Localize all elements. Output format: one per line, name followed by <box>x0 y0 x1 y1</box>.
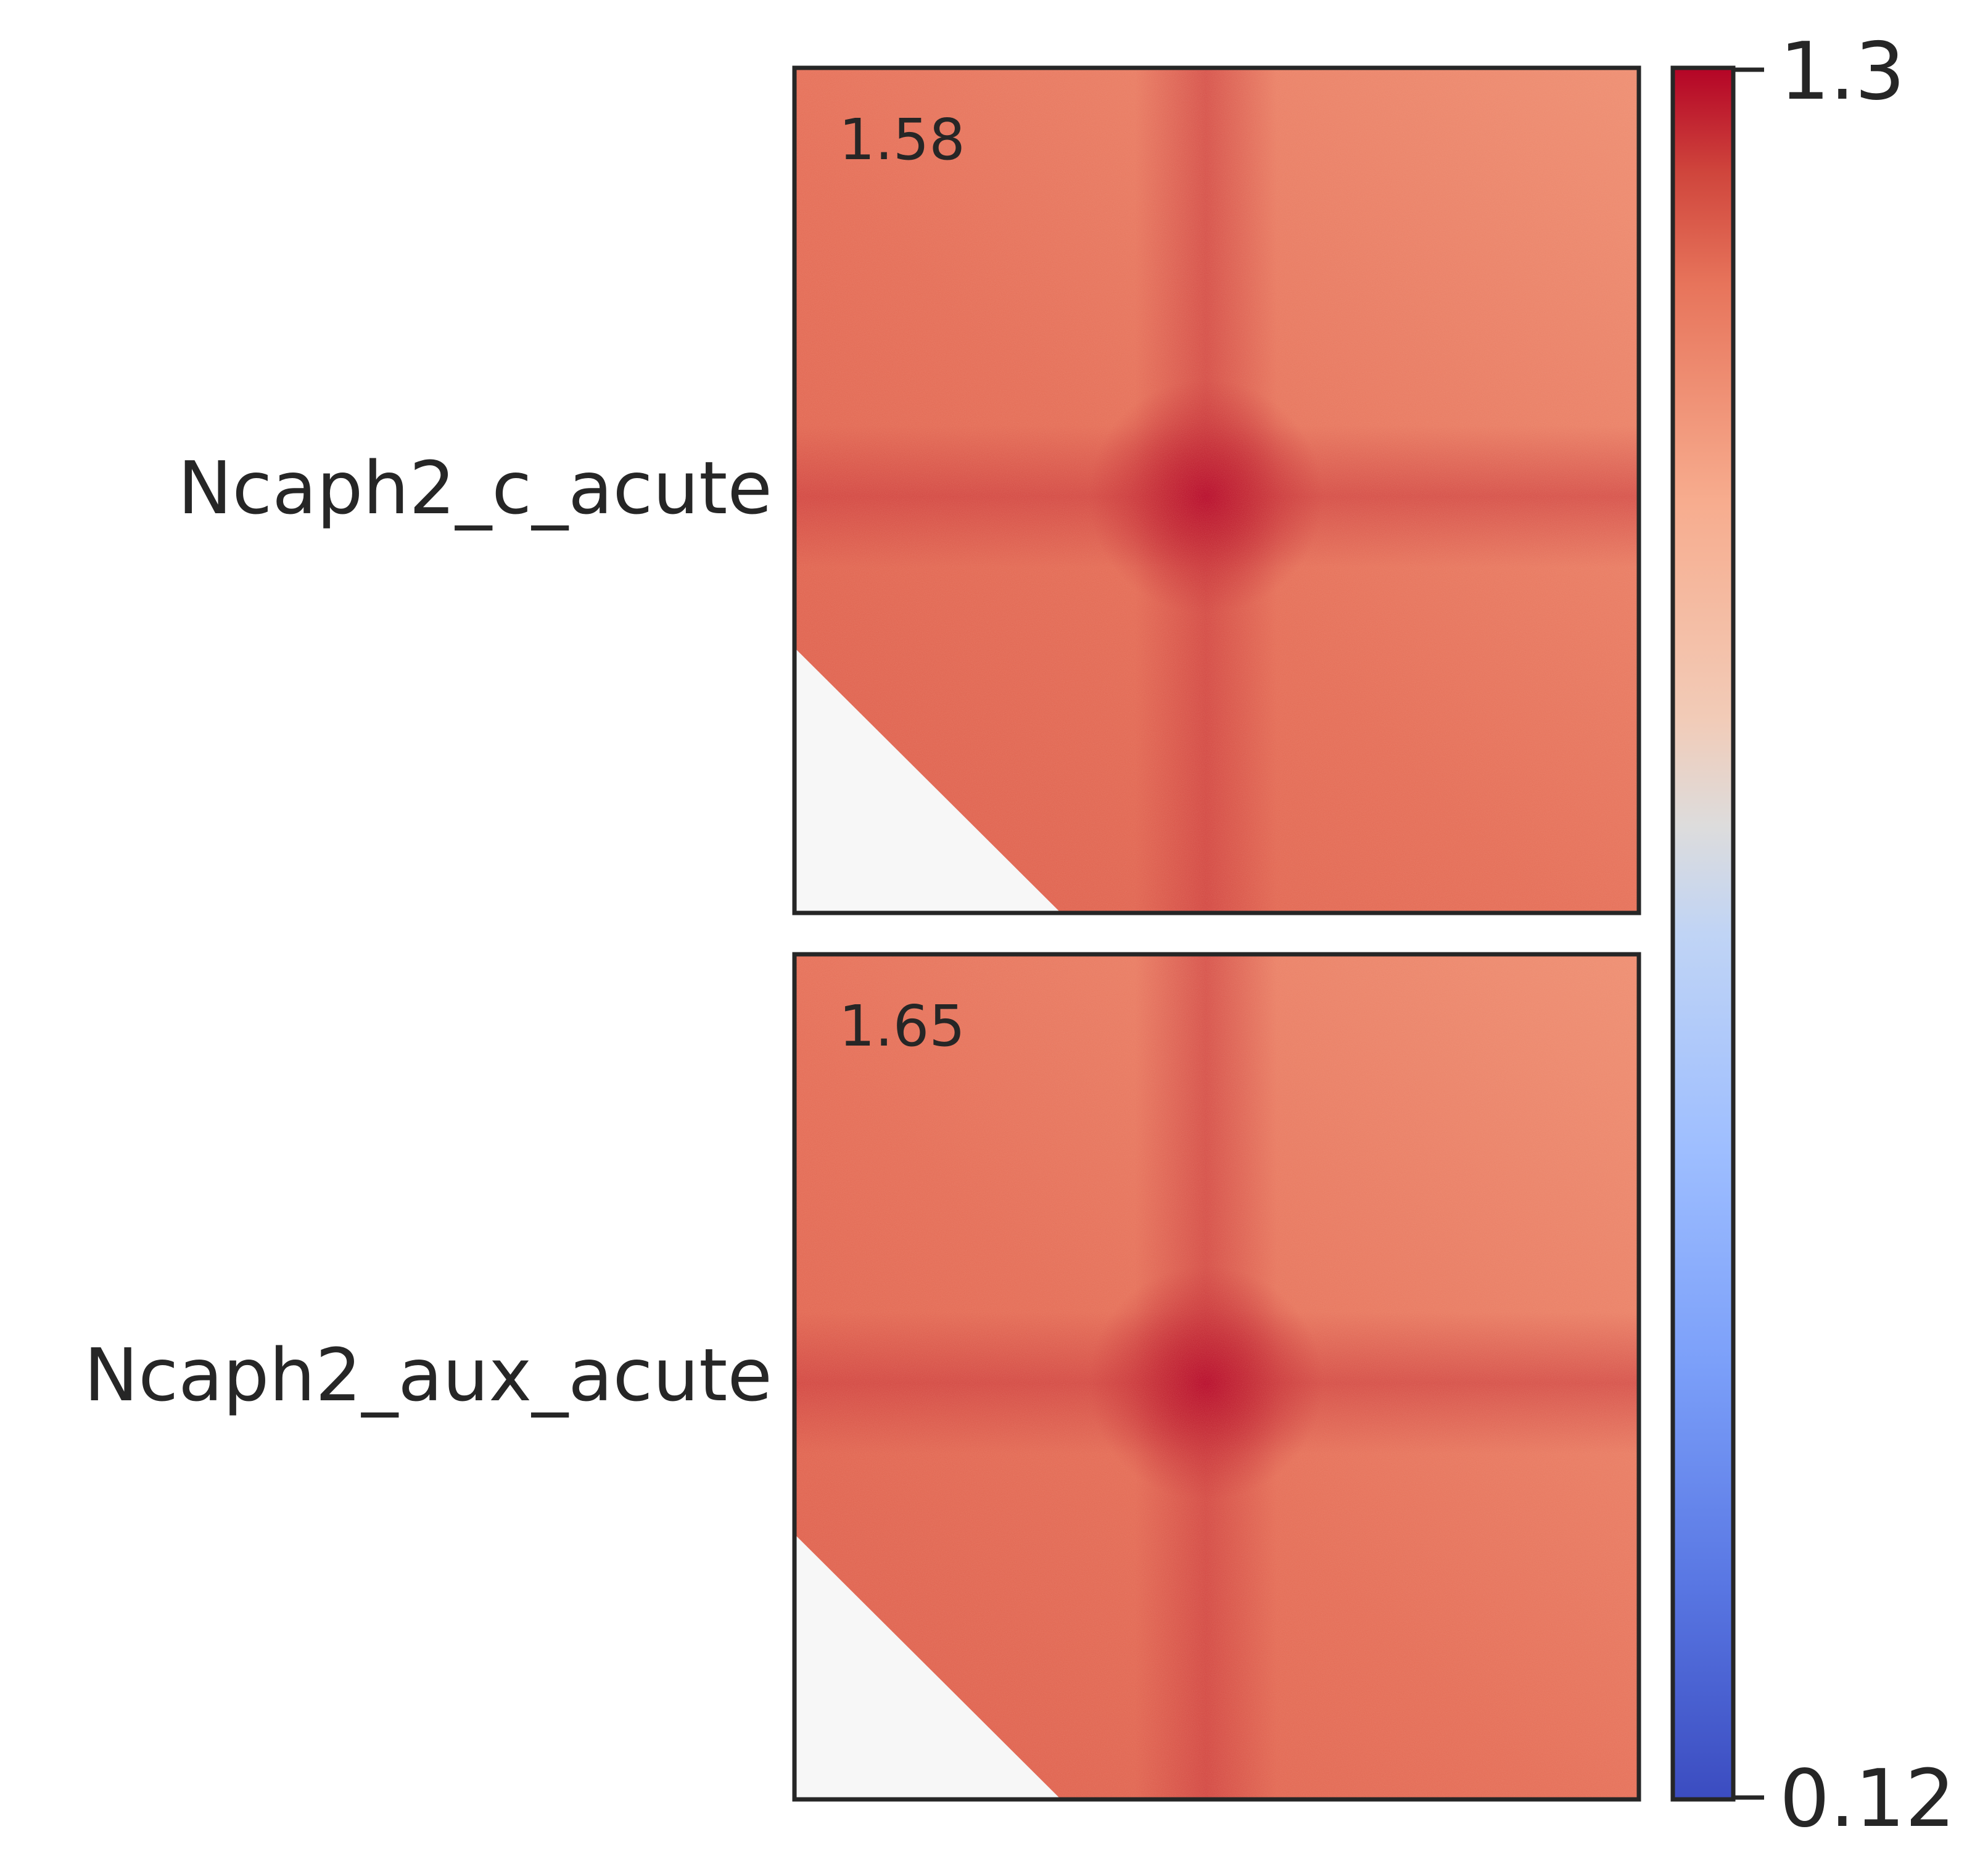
panel-1-grain <box>794 68 1639 913</box>
colorbar-frame <box>1670 65 1736 1802</box>
panel-2-frame <box>792 952 1641 1802</box>
panel-1-frame <box>792 65 1641 915</box>
colorbar-max-label: 1.3 <box>1780 26 1905 118</box>
panel-1-masked-diagonal <box>794 648 1061 913</box>
panel-2-grain <box>794 954 1639 1799</box>
colorbar-min-label: 0.12 <box>1780 1753 1955 1845</box>
colorbar: 1.3 0.12 <box>1670 26 1955 1845</box>
colorbar-gradient <box>1673 68 1733 1799</box>
panel-1-row-label: Ncaph2_c_acute <box>178 445 772 530</box>
panel-1-corner-value: 1.58 <box>839 107 965 173</box>
heatmap-panel-2: 1.65 Ncaph2_aux_acute <box>84 952 1641 1802</box>
panel-2-masked-diagonal <box>794 1534 1061 1799</box>
heatmap-panel-1: 1.58 Ncaph2_c_acute <box>178 65 1641 915</box>
panel-2-corner-value: 1.65 <box>839 993 965 1059</box>
panel-2-row-label: Ncaph2_aux_acute <box>84 1332 772 1418</box>
